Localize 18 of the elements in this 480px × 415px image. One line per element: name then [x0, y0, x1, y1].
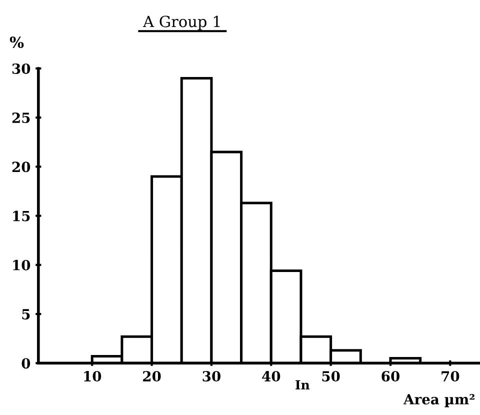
x-tick-label: 10 [84, 371, 102, 382]
x-tick-label: 30 [202, 371, 220, 382]
y-tick-label: 25 [12, 112, 30, 124]
x-tick-label: 60 [382, 371, 400, 382]
text: In [296, 380, 310, 390]
y-tick-label: 10 [13, 260, 30, 270]
y-tick-label: 30 [12, 63, 30, 74]
x-tick-label: 50 [322, 371, 340, 382]
x-tick-label: 70 [442, 371, 460, 382]
x-tick-label: 40 [262, 371, 280, 382]
y-axis-title: % [10, 36, 24, 48]
chart-title: A Group 1 [142, 16, 220, 30]
y-tick-label: 20 [12, 162, 30, 172]
x-tick-label: 20 [143, 371, 161, 382]
y-tick-label: 15 [13, 210, 30, 222]
x-axis-title: Area µm² [403, 394, 474, 408]
y-tick-label: 5 [22, 309, 30, 320]
y-tick-label: 0 [22, 358, 30, 369]
